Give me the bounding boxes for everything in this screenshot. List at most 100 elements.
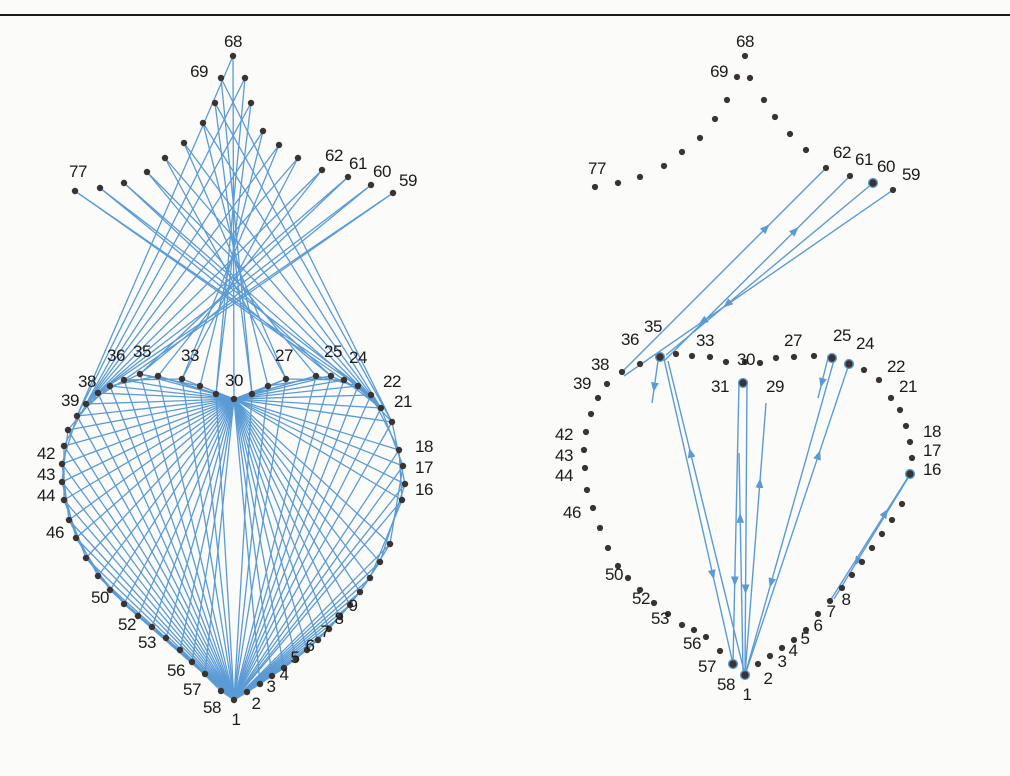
hole-dot (241, 74, 249, 82)
hole-dot (188, 658, 196, 666)
thread-line (99, 187, 372, 396)
hole-dot (678, 148, 686, 156)
hole-dot (594, 394, 602, 402)
thread-line (204, 398, 235, 675)
hole-dot (386, 540, 394, 548)
hole-label: 35 (644, 317, 662, 336)
hole-dot (303, 646, 311, 654)
hole-dot (389, 189, 397, 197)
hole-dot (741, 52, 749, 60)
hole-dot (82, 554, 90, 562)
hole-dot (256, 680, 264, 688)
hole-dot (596, 524, 604, 532)
hole-dot (810, 352, 818, 360)
thread-line (123, 398, 235, 605)
hole-label: 24 (349, 348, 367, 367)
hole-label: 22 (887, 357, 905, 376)
hole-label: 30 (737, 350, 755, 369)
hole-dot (162, 634, 170, 642)
ringed-hole (654, 351, 666, 363)
hole-label: 27 (784, 331, 802, 350)
thread-line (85, 102, 252, 405)
thread-line (233, 398, 400, 451)
hole-dot (754, 660, 762, 668)
hole-dot (367, 391, 375, 399)
thread-line (233, 385, 269, 701)
hole-label: 2 (252, 694, 261, 713)
thread-line (61, 481, 235, 701)
hole-label: 1 (743, 685, 752, 704)
hole-dot (120, 376, 128, 384)
hole-dot (64, 426, 72, 434)
hole-dot (58, 478, 66, 486)
hole-dot (294, 154, 302, 162)
hole-label: 57 (698, 657, 716, 676)
thread-line (67, 398, 235, 431)
hole-dot (71, 187, 79, 195)
hole-dot (906, 438, 914, 446)
hole-label: 38 (591, 355, 609, 374)
thread-line (233, 398, 351, 606)
hole-dot (212, 390, 220, 398)
hole-dot (65, 516, 73, 524)
hole-label: 68 (224, 32, 242, 51)
hole-label: 43 (37, 465, 55, 484)
hole-label: 18 (923, 422, 941, 441)
hole-dot (282, 375, 290, 383)
thread-line (233, 398, 381, 563)
thread-line (67, 429, 235, 701)
thread-line (202, 122, 382, 409)
hole-dot (318, 166, 326, 174)
hole-label: 53 (651, 609, 669, 628)
thread-arrow (651, 360, 659, 404)
thread-line (233, 398, 371, 579)
thread-line (233, 398, 393, 423)
hole-dot (395, 446, 403, 454)
hole-dot (664, 610, 672, 618)
thread-line (233, 398, 285, 669)
thread-line (164, 157, 382, 409)
hole-dot (136, 370, 144, 378)
hole-dot (688, 352, 696, 360)
hole-dot (587, 410, 595, 418)
thread-line (123, 378, 183, 381)
hole-label: 56 (683, 634, 701, 653)
thread-line (85, 398, 235, 405)
hole-dot (178, 375, 186, 383)
hole-label: 25 (324, 342, 342, 361)
hole-dot (148, 623, 156, 631)
hole-dot (814, 610, 822, 618)
hole-dot (908, 454, 916, 462)
hole-label: 5 (291, 648, 300, 667)
hole-dot (826, 597, 834, 605)
thread-line (233, 375, 317, 400)
thread-line (85, 169, 323, 405)
hole-label: 36 (107, 346, 125, 365)
hole-dot (846, 172, 854, 180)
hole-dot (760, 96, 768, 104)
thread-line (74, 190, 372, 396)
hole-dot (766, 652, 774, 660)
hole-dot (94, 389, 102, 397)
thread-line (233, 385, 359, 400)
hole-dot (312, 372, 320, 380)
hole-dot (275, 141, 283, 149)
hole-label: 33 (181, 346, 199, 365)
hole-label: 69 (710, 62, 728, 81)
thread-line (199, 130, 264, 387)
hole-dot (860, 366, 868, 374)
hole-dot (367, 181, 375, 189)
thread-line (220, 77, 253, 395)
hole-dot (120, 600, 128, 608)
hole-dot (618, 368, 626, 376)
thread-line (97, 398, 235, 577)
hole-dot (746, 74, 754, 82)
hole-label: 61 (349, 154, 367, 173)
hole-dot (259, 127, 267, 135)
thread-line (63, 403, 87, 447)
thread-line (76, 77, 246, 417)
thread-line (233, 398, 406, 485)
hole-dot (696, 134, 704, 142)
hole-dot (58, 460, 66, 468)
